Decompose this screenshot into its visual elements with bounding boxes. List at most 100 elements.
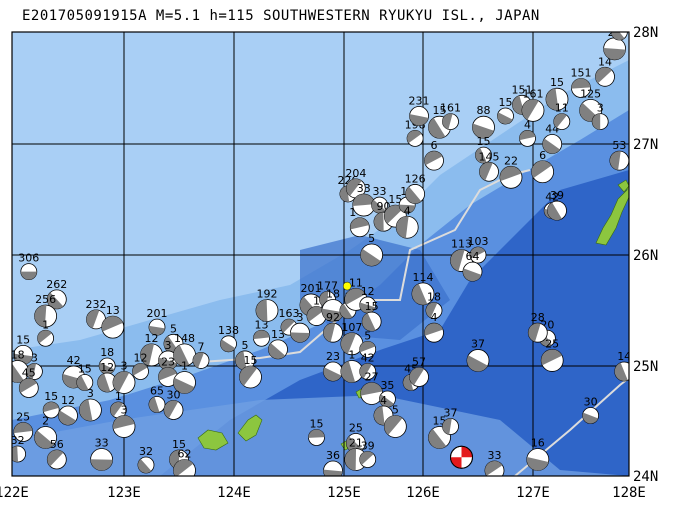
beachball-quadrant [553,113,567,128]
focal-mechanism: 15 [497,96,514,125]
beachball-quadrant [132,363,148,376]
mechanism-label: 16 [531,437,545,450]
beachball-quadrant [323,469,343,476]
beachball-quadrant [34,305,47,328]
mechanism-label: 13 [271,328,285,341]
main-event-quadrant-sw [450,457,462,469]
mechanism-label: 37 [444,407,458,420]
mechanism-label: 6 [431,139,438,152]
mechanism-label: 6 [539,149,546,162]
beachball-quadrant [403,374,414,391]
focal-mechanism: 18 [12,349,29,383]
focal-mechanism: 7 [192,340,210,369]
focal-mechanism: 37 [442,407,459,435]
mechanism-label: 3 [121,360,128,373]
focal-mechanism: 126 [405,172,426,204]
mechanism-label: 14 [617,350,631,363]
beachball-quadrant [149,325,165,336]
mechanism-label: 151 [571,67,592,80]
mechanism-label: 125 [580,87,601,100]
focal-mechanism: 13 [101,304,125,339]
beachball-quadrant [163,400,179,419]
focal-mechanism: 4 [519,118,536,147]
beachball-quadrant [424,151,443,166]
focal-mechanism: 145 [479,150,500,182]
mechanism-label: 15 [388,193,402,206]
miyako-island [237,414,263,442]
focal-mechanism: 103 [468,235,489,264]
main-event-quadrant-ne [461,446,473,458]
mechanism-label: 113 [451,238,472,251]
beachball-quadrant [90,459,113,471]
mechanism-label: 12 [134,352,148,365]
beachball-quadrant [43,402,59,413]
focal-mechanism: 33 [484,449,505,476]
beachball-quadrant [47,292,64,309]
beachball-quadrant [99,362,115,374]
mechanism-label: 23 [326,350,340,363]
beachball-quadrant [239,366,258,386]
beachball-quadrant [76,375,89,391]
focal-mechanism: 33 [371,185,388,214]
beachball-quadrant [58,410,77,425]
mechanism-label: 3 [297,311,304,324]
focal-mechanism: 23 [158,356,178,387]
mechanism-label: 126 [405,172,426,185]
mechanism-label: 7 [198,340,205,353]
mechanism-label: 4 [431,311,438,324]
mechanism-label: 1 [348,349,355,362]
mechanism-label: 1 [42,318,49,331]
mechanism-label: 262 [46,278,67,291]
beachball-quadrant [79,399,93,422]
mechanism-label: 14 [598,55,612,68]
beachball-quadrant [346,178,362,196]
mechanism-label: 177 [317,279,338,292]
beachball-quadrant [173,459,194,476]
mechanism-label: 64 [466,250,480,263]
focal-mechanism: 44 [542,123,563,154]
focal-mechanism: 65 [148,385,166,413]
focal-mechanism: 161 [521,87,545,122]
beachball-quadrant [384,205,404,224]
mechanism-label: 114 [413,271,434,284]
beachball-quadrant [384,415,403,435]
beachball-quadrant [158,357,178,370]
focal-mechanism: 88 [472,104,495,139]
focal-mechanism: 3 [26,352,43,380]
mechanism-label: 12 [145,332,159,345]
mechanism-label: 36 [326,449,340,462]
focal-mechanism: 15 [308,418,325,446]
map-title: E201705091915A M=5.1 h=115 SOUTHWESTERN … [22,8,540,24]
mechanism-label: 12 [100,361,114,374]
focal-mechanism: 22 [499,154,523,189]
focal-mechanism: 92 [323,311,343,343]
lat-label: 28N [633,25,658,41]
focal-mechanism: 3 [290,311,310,343]
focal-mechanism: 39 [359,440,377,468]
focal-mechanism: 15 [76,363,94,391]
focal-mechanism: 25 [540,337,564,372]
mechanism-label: 161 [440,102,461,115]
mechanism-label: 56 [50,438,64,451]
mechanism-label: 39 [361,440,375,453]
mechanism-label: 33 [488,449,502,462]
mechanism-label: 32 [139,445,153,458]
mechanism-label: 57 [412,356,426,369]
lat-label: 27N [633,137,658,153]
mechanism-label: 5 [242,339,249,352]
latitude-labels: 28N 27N 26N 25N 24N [633,25,658,485]
mechanism-label: 27 [365,371,379,384]
beachball-quadrant [582,412,599,424]
focal-mechanism: 15 [13,333,34,365]
beachball-quadrant [475,147,487,164]
mechanism-label: 5 [364,329,371,342]
beachball-quadrant [12,446,19,462]
beachball-quadrant [97,373,111,392]
mechanism-label: 204 [345,167,366,180]
focal-mechanism: 15 [475,135,492,164]
okinawa-north [617,179,629,193]
mechanism-label: 3 [121,404,128,417]
beachball-quadrant [497,112,513,125]
mechanism-label: 33 [373,185,387,198]
beachball-quadrant [359,363,372,379]
